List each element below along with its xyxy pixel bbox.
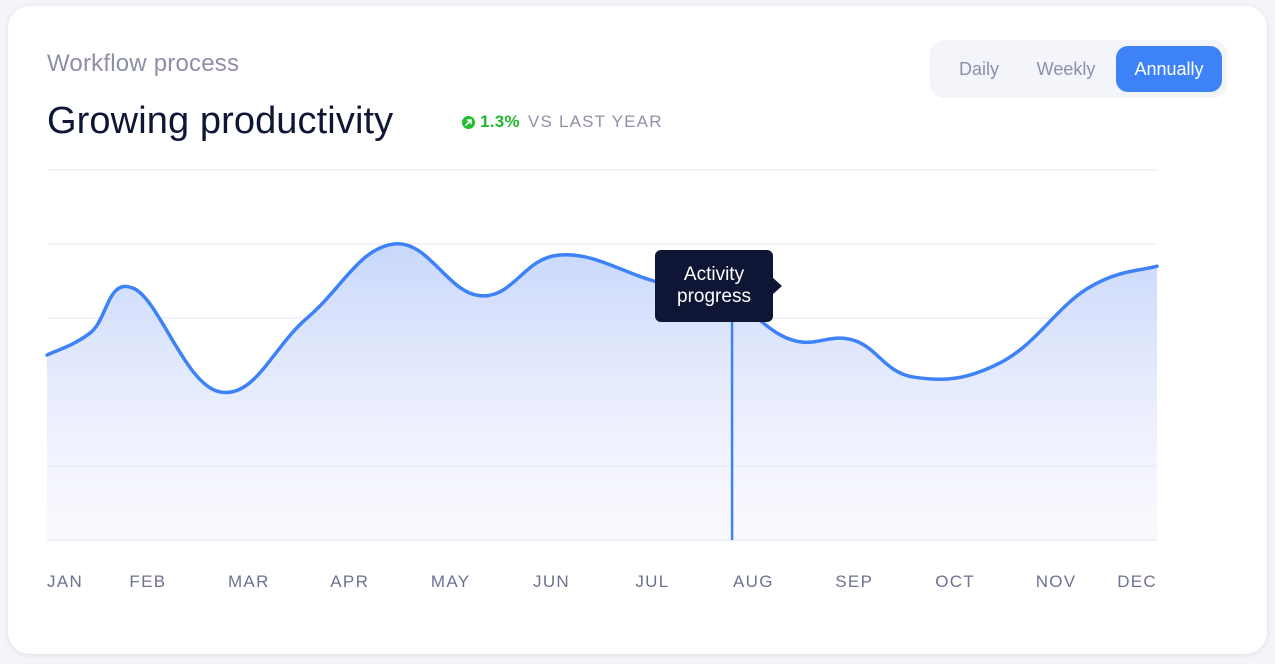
x-tick-label: NOV bbox=[1036, 572, 1077, 591]
activity-tooltip: Activity progress bbox=[655, 250, 782, 322]
x-tick-label: JAN bbox=[47, 572, 83, 591]
x-tick-label: FEB bbox=[129, 572, 166, 591]
x-tick-label: OCT bbox=[935, 572, 975, 591]
card-title: Growing productivity bbox=[47, 100, 394, 142]
card-subtitle: Workflow process bbox=[47, 50, 240, 77]
period-annually-button[interactable]: Annually bbox=[1116, 46, 1222, 92]
x-tick-label: JUL bbox=[635, 572, 669, 591]
period-daily-button[interactable]: Daily bbox=[958, 59, 999, 79]
x-tick-label: DEC bbox=[1117, 572, 1157, 591]
period-weekly-button[interactable]: Weekly bbox=[1036, 59, 1096, 79]
series-line bbox=[45, 242, 1159, 395]
trend-up-icon bbox=[462, 115, 475, 129]
trend-label: VS LAST YEAR bbox=[527, 112, 663, 131]
trend-value: 1.3% bbox=[480, 112, 520, 131]
series-area bbox=[47, 243, 1157, 540]
x-tick-label: MAR bbox=[228, 572, 270, 591]
x-tick-label: APR bbox=[330, 572, 369, 591]
period-selector: Daily Weekly Annually bbox=[930, 40, 1227, 98]
x-tick-label: SEP bbox=[835, 572, 873, 591]
x-tick-label: AUG bbox=[733, 572, 774, 591]
x-tick-label: JUN bbox=[533, 572, 570, 591]
trend-indicator: 1.3% VS LAST YEAR bbox=[462, 112, 663, 132]
x-tick-label: MAY bbox=[431, 572, 470, 591]
